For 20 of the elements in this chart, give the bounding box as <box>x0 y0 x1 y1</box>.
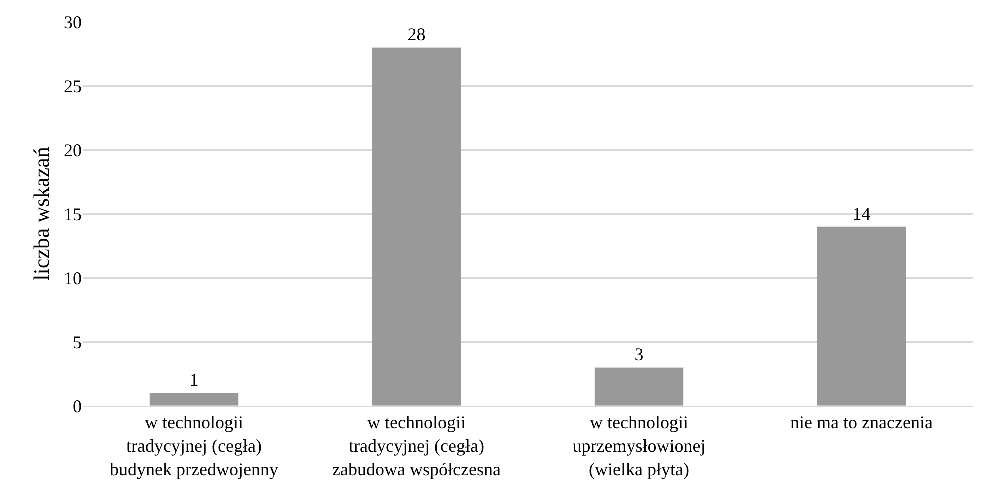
data-label: 14 <box>852 204 871 224</box>
bar <box>594 367 684 406</box>
x-tick-label: w technologii uprzemysłowionej (wielka płyta) <box>572 412 706 480</box>
y-tick-label: 0 <box>73 396 82 416</box>
bar <box>372 47 462 406</box>
y-tick-label: 20 <box>64 140 82 160</box>
x-tick-label: w technologii tradycyjnej (cegła) zabudowa współczesna <box>332 412 501 480</box>
y-tick-label: 5 <box>73 332 82 352</box>
bar <box>817 226 906 406</box>
bar <box>150 392 239 406</box>
y-tick-label: 15 <box>64 204 82 224</box>
x-tick-label: w technologii tradycyjnej (cegła) budynek przedwojenny <box>110 412 278 480</box>
data-label: 28 <box>408 24 426 45</box>
data-label: 3 <box>634 344 644 365</box>
y-tick-label: 10 <box>64 268 82 288</box>
y-tick-label: 30 <box>64 12 82 32</box>
data-label: 1 <box>190 370 199 390</box>
x-tick-label: nie ma to znaczenia <box>790 412 933 433</box>
y-tick-label: 25 <box>64 76 82 96</box>
y-axis-title: liczba wskazań <box>28 147 54 281</box>
